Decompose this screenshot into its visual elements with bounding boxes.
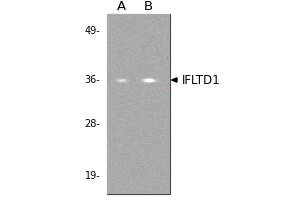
Bar [106, 14, 170, 194]
Text: 19-: 19- [85, 171, 100, 181]
Text: B: B [144, 0, 153, 14]
Text: 36-: 36- [85, 75, 100, 85]
Text: 49-: 49- [85, 26, 100, 36]
Text: 28-: 28- [85, 119, 101, 129]
Polygon shape [172, 78, 177, 82]
Text: IFLTD1: IFLTD1 [182, 73, 220, 86]
Text: A: A [117, 0, 126, 14]
